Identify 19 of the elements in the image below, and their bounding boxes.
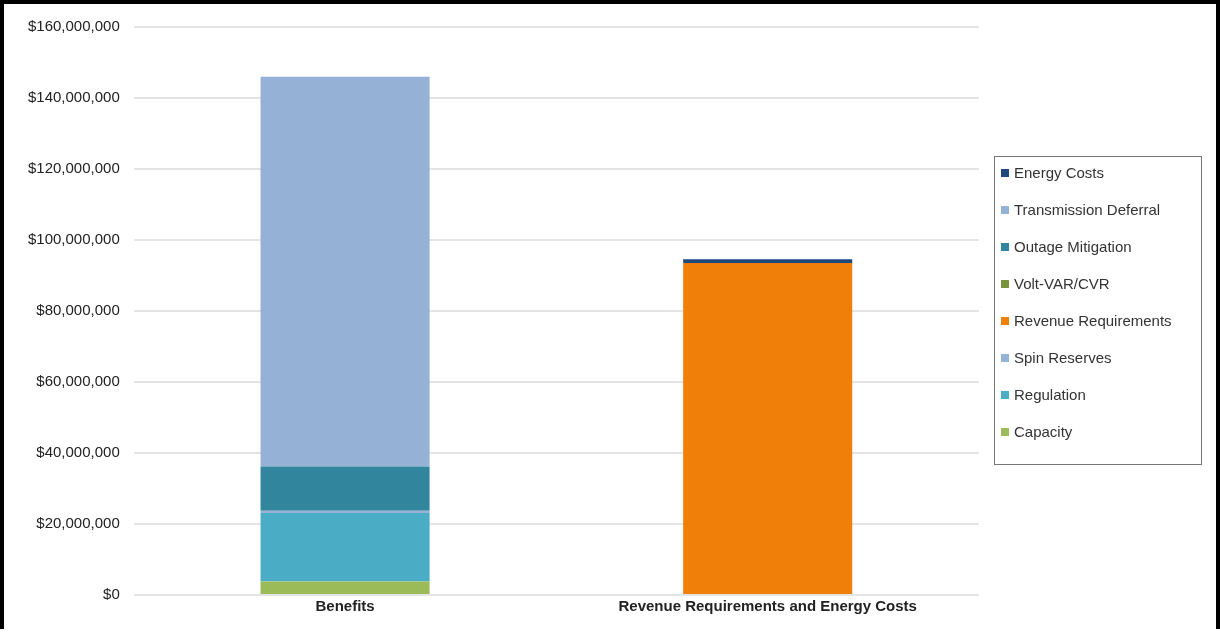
y-tick-label: $0 — [103, 585, 120, 603]
legend-label: Volt-VAR/CVR — [1014, 274, 1110, 294]
legend-label: Transmission Deferral — [1014, 200, 1161, 220]
y-tick-label: $160,000,000 — [27, 17, 120, 35]
y-tick-label: $120,000,000 — [27, 159, 120, 177]
x-tick-label: Benefits — [315, 597, 375, 615]
legend-label: Capacity — [1014, 422, 1073, 442]
y-tick-label: $40,000,000 — [36, 443, 120, 461]
legend-label: Outage Mitigation — [1014, 237, 1132, 257]
legend-label: Revenue Requirements — [1014, 311, 1172, 331]
legend-label: Spin Reserves — [1014, 348, 1112, 368]
y-tick-label: $80,000,000 — [36, 301, 120, 319]
legend-label: Energy Costs — [1014, 163, 1105, 183]
y-tick-label: $100,000,000 — [27, 230, 120, 248]
legend-label: Regulation — [1014, 385, 1086, 405]
x-tick-label: Revenue Requirements and Energy Costs — [618, 597, 917, 615]
y-tick-label: $60,000,000 — [36, 372, 120, 390]
y-tick-label: $140,000,000 — [27, 88, 120, 106]
y-tick-label: $20,000,000 — [36, 514, 120, 532]
